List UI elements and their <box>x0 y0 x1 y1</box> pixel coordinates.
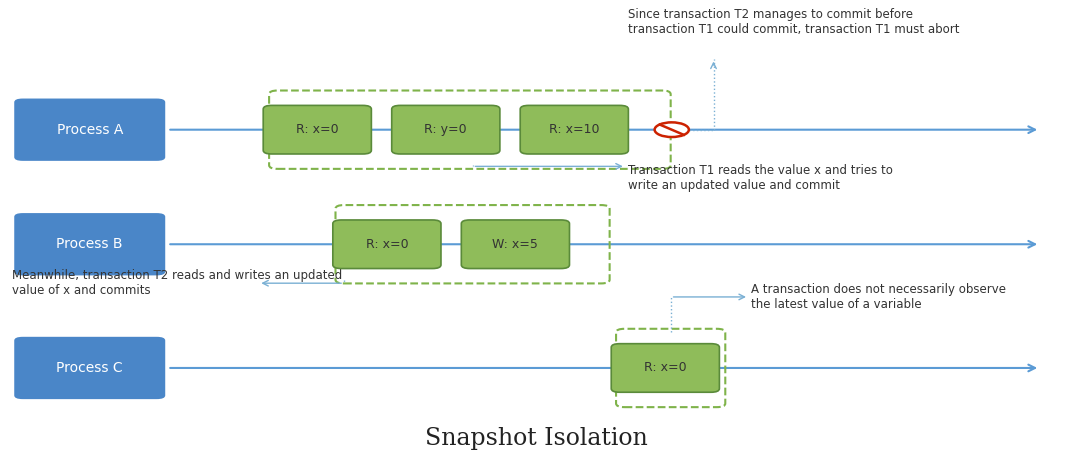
Text: Process A: Process A <box>56 123 123 137</box>
Text: Transaction T1 reads the value x and tries to
write an updated value and commit: Transaction T1 reads the value x and tri… <box>627 164 893 192</box>
FancyBboxPatch shape <box>14 337 165 399</box>
FancyBboxPatch shape <box>611 344 719 392</box>
Circle shape <box>654 122 689 137</box>
FancyBboxPatch shape <box>14 99 165 161</box>
FancyBboxPatch shape <box>333 220 441 268</box>
Text: A transaction does not necessarily observe
the latest value of a variable: A transaction does not necessarily obser… <box>751 283 1006 311</box>
Text: Process B: Process B <box>56 237 123 251</box>
FancyBboxPatch shape <box>14 213 165 275</box>
Text: Meanwhile, transaction T2 reads and writes an updated
value of x and commits: Meanwhile, transaction T2 reads and writ… <box>12 269 343 297</box>
FancyBboxPatch shape <box>521 106 628 154</box>
FancyBboxPatch shape <box>461 220 569 268</box>
Text: Snapshot Isolation: Snapshot Isolation <box>426 427 648 450</box>
FancyBboxPatch shape <box>391 106 500 154</box>
Text: W: x=5: W: x=5 <box>493 238 538 251</box>
FancyBboxPatch shape <box>263 106 371 154</box>
Text: R: x=10: R: x=10 <box>549 123 599 136</box>
Text: R: x=0: R: x=0 <box>365 238 409 251</box>
Text: R: x=0: R: x=0 <box>644 361 687 374</box>
Text: R: y=0: R: y=0 <box>425 123 467 136</box>
Text: R: x=0: R: x=0 <box>296 123 338 136</box>
Text: Process C: Process C <box>56 361 123 375</box>
Text: Since transaction T2 manages to commit before
transaction T1 could commit, trans: Since transaction T2 manages to commit b… <box>627 8 959 36</box>
